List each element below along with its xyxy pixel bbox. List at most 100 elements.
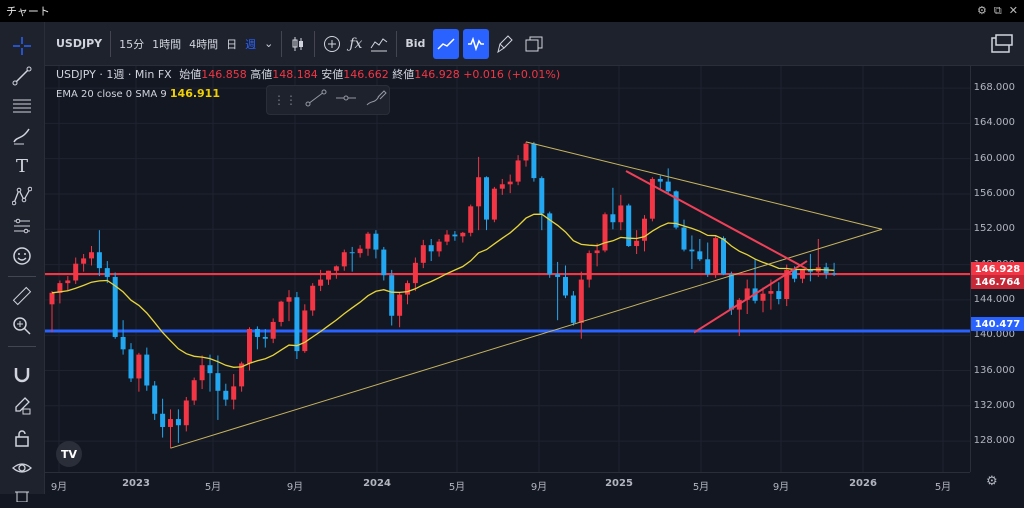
paint-brush-icon[interactable] xyxy=(493,29,517,59)
emoji-icon[interactable] xyxy=(10,244,34,268)
price-tick-label: 156.000 xyxy=(973,187,1015,199)
window-title: チャート xyxy=(6,5,50,18)
candle-body xyxy=(191,380,197,401)
falling-trendline xyxy=(525,141,883,230)
candle-body xyxy=(286,297,292,302)
current-price-badge: 146.928 xyxy=(971,262,1024,276)
candle-body xyxy=(341,252,347,267)
candle-style-icon[interactable] xyxy=(286,29,310,59)
trash-icon[interactable] xyxy=(10,484,34,508)
zoom-in-icon[interactable] xyxy=(10,314,34,338)
interval-1w-button[interactable]: 週 xyxy=(245,37,257,51)
price-tick-label: 128.000 xyxy=(973,435,1015,447)
candle-body xyxy=(444,234,450,242)
price-tick-label: 160.000 xyxy=(973,152,1015,164)
symbol-search-button[interactable]: USDJPY xyxy=(56,37,103,50)
candle-body xyxy=(381,249,387,276)
text-tool-icon[interactable]: T xyxy=(15,155,28,177)
forecast-tool-icon[interactable] xyxy=(10,214,34,238)
candle-body xyxy=(405,283,410,295)
layout-icon[interactable] xyxy=(521,29,547,59)
price-tick-label: 140.000 xyxy=(973,329,1015,341)
brush-tool-icon[interactable] xyxy=(10,124,34,148)
magnet-icon[interactable] xyxy=(10,362,34,386)
price-tick-label: 136.000 xyxy=(973,364,1015,376)
ema-line xyxy=(51,213,835,368)
price-tick-label: 152.000 xyxy=(973,223,1015,235)
candle-body xyxy=(57,283,63,293)
ruler-icon[interactable] xyxy=(10,284,34,308)
candle-body xyxy=(302,310,308,352)
candle-body xyxy=(831,273,837,275)
candle-body xyxy=(578,279,584,323)
candle-body xyxy=(247,329,252,364)
window-titlebar: チャート ⚙ ⧉ ✕ xyxy=(0,0,1024,22)
trendline-tool-icon[interactable] xyxy=(10,64,34,88)
candle-body xyxy=(183,400,189,426)
draw-mode-lock-icon[interactable] xyxy=(10,394,34,418)
price-tick-label: 144.000 xyxy=(973,293,1015,305)
indicator-legend[interactable]: EMA 20 close 0 SMA 9 146.911 xyxy=(56,87,220,100)
price-chart-pane[interactable] xyxy=(45,66,970,472)
trend-view-icon[interactable] xyxy=(433,28,460,59)
candle-body xyxy=(49,292,55,305)
candle-body xyxy=(239,363,245,387)
time-tick-label: 2026 xyxy=(849,478,877,489)
toolbar-divider xyxy=(110,30,112,57)
compare-add-icon[interactable] xyxy=(319,29,345,59)
line-tool-icon[interactable] xyxy=(305,89,327,111)
wave-view-icon[interactable] xyxy=(463,28,490,59)
lock-drawings-icon[interactable] xyxy=(10,426,34,450)
time-tick-label: 5月 xyxy=(448,482,466,493)
time-axis[interactable]: 9月 2023 5月 9月 2024 5月 9月 2025 5月 9月 2026 5月 xyxy=(45,472,970,495)
crosshair-icon[interactable] xyxy=(10,34,34,58)
hide-drawings-eye-icon[interactable] xyxy=(10,456,34,480)
indicator-templates-icon[interactable] xyxy=(366,29,392,59)
candle-body xyxy=(389,275,395,316)
candle-body xyxy=(65,280,71,284)
interval-1h-button[interactable]: 1時間 xyxy=(152,37,182,51)
popout-icon[interactable]: ⧉ xyxy=(993,4,1002,17)
candle-body xyxy=(326,270,331,280)
candle-body xyxy=(665,181,671,192)
fib-tool-icon[interactable] xyxy=(10,94,34,118)
candle-body xyxy=(144,354,150,386)
candle-body xyxy=(649,178,655,219)
candle-body xyxy=(626,205,632,247)
candle-body xyxy=(744,288,750,300)
close-icon[interactable]: ✕ xyxy=(1008,4,1018,17)
price-source-bid-button[interactable]: Bid xyxy=(405,37,426,50)
time-tick-label: 5月 xyxy=(204,482,222,493)
interval-15m-button[interactable]: 15分 xyxy=(119,37,145,51)
candle-body xyxy=(760,293,766,301)
multi-chart-layout-icon[interactable] xyxy=(986,29,1018,59)
pattern-tool-icon[interactable] xyxy=(10,184,34,208)
candle-body xyxy=(460,232,466,237)
interval-dropdown-icon[interactable]: ⌄ xyxy=(264,37,274,50)
candle-body xyxy=(594,250,600,254)
candle-body xyxy=(168,419,173,427)
drag-handle-icon[interactable]: ⋮⋮ xyxy=(273,93,297,107)
interval-4h-button[interactable]: 4時間 xyxy=(189,37,219,51)
interval-1d-button[interactable]: 日 xyxy=(226,37,238,51)
candle-body xyxy=(657,178,663,182)
top-toolbar: USDJPY 15分 1時間 4時間 日 週 ⌄ ƒx Bid xyxy=(44,22,1024,66)
candle-body xyxy=(89,252,94,259)
candle-body xyxy=(713,238,719,275)
candle-body xyxy=(128,349,134,379)
open-value: 146.858 xyxy=(201,68,247,81)
time-tick-label: 9月 xyxy=(772,482,790,493)
chart-settings-gear-icon[interactable]: ⚙ xyxy=(986,474,998,489)
candle-body xyxy=(618,205,624,223)
indicators-fx-icon[interactable]: ƒx xyxy=(349,35,363,52)
time-tick-label: 9月 xyxy=(50,482,68,493)
change-value: +0.016 (+0.01%) xyxy=(463,68,561,81)
candle-body xyxy=(721,238,726,275)
candle-body xyxy=(634,240,640,247)
candle-body xyxy=(807,269,813,272)
candle-body xyxy=(476,177,482,207)
candle-body xyxy=(539,178,545,214)
draw-brush-tool-icon[interactable] xyxy=(365,89,387,111)
horizontal-line-tool-icon[interactable] xyxy=(335,89,357,111)
settings-icon[interactable]: ⚙ xyxy=(977,4,987,17)
